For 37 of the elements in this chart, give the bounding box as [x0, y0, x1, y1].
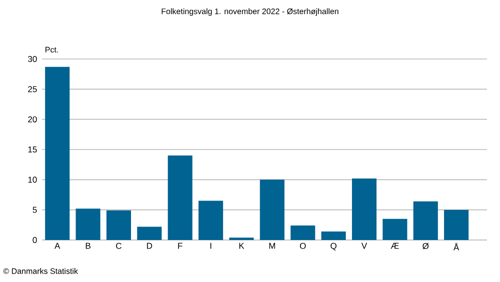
y-tick-label: 25: [28, 86, 37, 92]
x-tick-label: Q: [330, 242, 336, 250]
bar: [260, 180, 284, 240]
y-tick-label: 10: [28, 176, 37, 183]
x-tick-label: Ø: [422, 242, 429, 250]
x-tick-label: F: [178, 242, 182, 249]
y-tick-label: 5: [32, 206, 37, 213]
bar: [198, 200, 224, 240]
bar: [290, 226, 316, 240]
text: © Danmarks Statistik: [3, 268, 78, 274]
bar: [321, 232, 346, 240]
y-tick-label: 20: [28, 116, 37, 122]
x-tick-label: O: [300, 242, 306, 249]
bar: [444, 210, 469, 240]
chart-title: Folketingsvalg 1. november 2022 - Østerhøjhallen: [162, 8, 338, 16]
x-tick-label: Å: [453, 242, 460, 250]
y-tick-label: 30: [28, 56, 37, 62]
x-tick-label: V: [361, 242, 368, 249]
bar: [352, 178, 377, 240]
y-tick-label: 15: [28, 146, 37, 152]
x-tick-label: B: [86, 242, 90, 249]
x-tick-label: I: [210, 242, 212, 249]
bar: [106, 210, 132, 240]
y-axis-title: Pct.: [46, 46, 58, 53]
x-tick-label: C: [116, 242, 122, 249]
bar: [137, 226, 162, 240]
x-tick-label: Æ: [390, 242, 399, 249]
x-tick-label: D: [147, 242, 152, 249]
bar: [168, 156, 192, 240]
x-tick-label: M: [269, 242, 276, 249]
bar: [413, 201, 438, 240]
x-tick-label: A: [54, 242, 60, 249]
y-tick-label: 0: [32, 237, 37, 244]
bar: [45, 66, 70, 240]
bar: [76, 208, 100, 240]
bar: [382, 218, 408, 240]
x-tick-label: K: [239, 242, 244, 249]
